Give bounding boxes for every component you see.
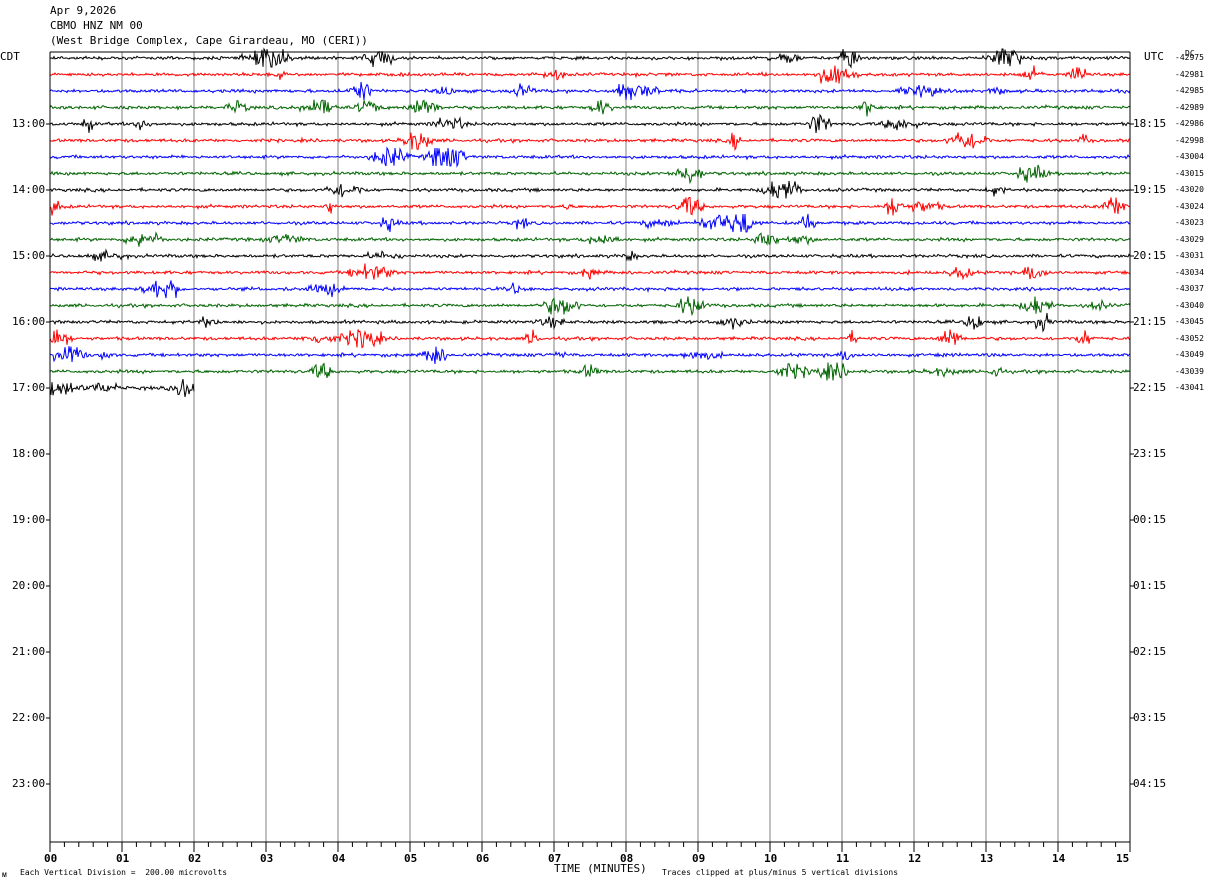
dc-offset-label: -43023 bbox=[1175, 218, 1204, 227]
hour-label-left: 14:00 bbox=[12, 183, 46, 196]
hour-label-right: 19:15 bbox=[1133, 183, 1167, 196]
trace-line bbox=[49, 378, 195, 398]
dc-offset-label: -43045 bbox=[1175, 317, 1204, 326]
trace-line bbox=[49, 164, 1131, 185]
dc-offset-label: -43037 bbox=[1175, 284, 1204, 293]
dc-offset-label: -42985 bbox=[1175, 86, 1204, 95]
hour-label-right: 20:15 bbox=[1133, 249, 1167, 262]
dc-offset-label: -42998 bbox=[1175, 135, 1204, 145]
hour-label-left: 20:00 bbox=[12, 579, 46, 592]
hour-label-left: 15:00 bbox=[12, 249, 46, 262]
minute-gridlines bbox=[121, 52, 1059, 842]
trace-line bbox=[49, 312, 1131, 333]
hour-label-right: 21:15 bbox=[1133, 315, 1167, 328]
hour-label-left: 18:00 bbox=[12, 447, 46, 460]
dc-offset-label: -43029 bbox=[1175, 234, 1204, 244]
trace-line bbox=[49, 296, 1131, 317]
corner-mark: ᴍ bbox=[2, 870, 7, 879]
x-tick-label: 12 bbox=[908, 852, 922, 865]
dc-offset-label: -43004 bbox=[1175, 152, 1204, 161]
x-tick-label: 11 bbox=[836, 852, 850, 865]
dc-offset-label: -43040 bbox=[1175, 300, 1204, 310]
x-tick-label: 10 bbox=[764, 852, 778, 865]
hour-label-left: 22:00 bbox=[12, 711, 46, 724]
dc-offset-label: -43024 bbox=[1175, 201, 1204, 211]
hour-label-right: 02:15 bbox=[1133, 645, 1167, 658]
trace-line bbox=[49, 132, 1131, 152]
trace-line bbox=[49, 99, 1131, 117]
dc-offset-label: -43052 bbox=[1175, 333, 1204, 343]
x-tick-label: 08 bbox=[620, 852, 634, 865]
dc-offset-label: -43039 bbox=[1175, 366, 1204, 376]
header-location: (West Bridge Complex, Cape Girardeau, MO… bbox=[50, 34, 368, 47]
trace-line bbox=[49, 346, 1131, 365]
dc-offset-label: -43049 bbox=[1175, 350, 1204, 359]
dc-offset-label: -43031 bbox=[1175, 251, 1204, 260]
hour-label-left: 13:00 bbox=[12, 117, 46, 130]
dc-offset-label: -43015 bbox=[1175, 168, 1204, 178]
x-axis-title: TIME (MINUTES) bbox=[554, 862, 647, 875]
seismogram-traces bbox=[49, 47, 1131, 398]
x-tick-label: 15 bbox=[1116, 852, 1130, 865]
clip-note: Traces clipped at plus/minus 5 vertical … bbox=[662, 868, 899, 877]
hour-label-right: 00:15 bbox=[1133, 513, 1167, 526]
hour-label-left: 23:00 bbox=[12, 777, 46, 790]
x-axis-ticks bbox=[46, 123, 1134, 852]
x-tick-label: 07 bbox=[548, 852, 562, 865]
hour-label-right: 03:15 bbox=[1133, 711, 1167, 724]
left-timezone-label: CDT bbox=[0, 50, 20, 63]
hour-label-right: 04:15 bbox=[1133, 777, 1167, 790]
hour-label-right: 18:15 bbox=[1133, 117, 1167, 130]
scale-note: Each Vertical Division = 200.00 microvol… bbox=[20, 868, 228, 877]
right-timezone-label: UTC bbox=[1144, 50, 1164, 63]
hour-label-left: 17:00 bbox=[12, 381, 46, 394]
header-date: Apr 9,2026 bbox=[50, 4, 117, 17]
dc-offset-label: -42989 bbox=[1175, 102, 1204, 112]
hour-label-right: 23:15 bbox=[1133, 447, 1167, 460]
trace-line bbox=[49, 65, 1131, 84]
header-station: CBMO HNZ NM 00 bbox=[50, 19, 143, 32]
trace-line bbox=[49, 362, 1131, 381]
trace-line bbox=[49, 113, 1131, 134]
dc-offset-label: -43041 bbox=[1175, 383, 1204, 392]
trace-line bbox=[49, 213, 1131, 233]
x-tick-label: 05 bbox=[404, 852, 418, 865]
hour-label-right: 01:15 bbox=[1133, 579, 1167, 592]
trace-line bbox=[49, 248, 1131, 262]
trace-line bbox=[49, 280, 1131, 299]
trace-line bbox=[49, 197, 1131, 216]
dc-offset-label: -42986 bbox=[1175, 119, 1204, 128]
x-tick-label: 13 bbox=[980, 852, 994, 865]
x-tick-label: 01 bbox=[116, 852, 130, 865]
plot-frame bbox=[49, 51, 1131, 843]
x-tick-label: 03 bbox=[260, 852, 274, 865]
hour-label-left: 21:00 bbox=[12, 645, 46, 658]
x-tick-label: 02 bbox=[188, 852, 202, 865]
trace-line bbox=[49, 47, 1131, 69]
trace-line bbox=[49, 146, 1131, 168]
trace-line bbox=[49, 263, 1131, 281]
dc-offset-label: -43034 bbox=[1175, 267, 1204, 277]
dc-offset-header: DC bbox=[1185, 49, 1195, 58]
x-tick-label: 09 bbox=[692, 852, 706, 865]
trace-line bbox=[49, 329, 1131, 349]
hour-label-left: 19:00 bbox=[12, 513, 46, 526]
dc-offset-label: -43020 bbox=[1175, 185, 1204, 194]
x-tick-label: 14 bbox=[1052, 852, 1066, 865]
x-tick-label: 06 bbox=[476, 852, 490, 865]
dc-offset-label: -42975 bbox=[1175, 53, 1204, 62]
trace-line bbox=[49, 231, 1131, 247]
x-tick-label: 00 bbox=[44, 852, 58, 865]
x-tick-label: 04 bbox=[332, 852, 346, 865]
hour-label-left: 16:00 bbox=[12, 315, 46, 328]
trace-line bbox=[49, 81, 1131, 101]
dc-offset-label: -42981 bbox=[1175, 69, 1204, 79]
trace-line bbox=[49, 180, 1131, 199]
hour-label-right: 22:15 bbox=[1133, 381, 1167, 394]
